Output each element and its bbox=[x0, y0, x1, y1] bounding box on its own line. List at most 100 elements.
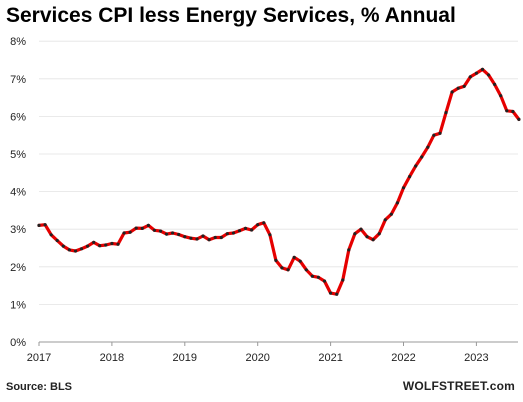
data-point bbox=[73, 249, 78, 253]
data-point bbox=[195, 237, 199, 241]
data-point bbox=[92, 240, 96, 244]
data-point bbox=[493, 82, 497, 86]
data-point bbox=[146, 223, 150, 227]
data-point bbox=[237, 229, 242, 233]
data-point bbox=[165, 232, 169, 236]
data-point bbox=[104, 243, 108, 247]
data-point bbox=[128, 230, 132, 234]
data-point bbox=[79, 247, 84, 251]
data-point bbox=[480, 67, 485, 71]
data-point bbox=[341, 278, 345, 282]
data-point bbox=[335, 292, 339, 296]
data-point bbox=[189, 236, 193, 240]
x-tick-label: 2022 bbox=[391, 352, 415, 364]
data-point bbox=[49, 233, 53, 237]
data-point bbox=[37, 223, 41, 227]
data-point bbox=[262, 221, 266, 225]
source-note: Source: BLS bbox=[6, 381, 73, 393]
x-tick-label: 2020 bbox=[245, 352, 269, 364]
data-point bbox=[414, 164, 418, 168]
x-tick-label: 2018 bbox=[100, 352, 124, 364]
y-tick-label: 7% bbox=[10, 74, 26, 86]
data-point bbox=[401, 186, 406, 190]
y-axis-ticks: 0% 1% 2% 3% 4% 5% 6% 7% 8% bbox=[10, 36, 26, 349]
data-point bbox=[225, 232, 229, 236]
data-point bbox=[183, 235, 187, 239]
x-tick-label: 2023 bbox=[464, 352, 488, 364]
data-point bbox=[171, 231, 175, 235]
data-point bbox=[347, 248, 351, 252]
data-points bbox=[37, 67, 521, 296]
data-point bbox=[377, 232, 381, 236]
data-point bbox=[420, 155, 424, 159]
x-tick-label: 2019 bbox=[173, 352, 197, 364]
gridlines bbox=[39, 40, 518, 343]
y-tick-label: 6% bbox=[10, 111, 26, 123]
data-point bbox=[134, 226, 138, 230]
data-point bbox=[395, 201, 399, 205]
data-point bbox=[268, 233, 272, 237]
data-point bbox=[280, 266, 284, 270]
data-point bbox=[389, 212, 393, 216]
data-point bbox=[432, 133, 436, 137]
data-point bbox=[152, 228, 156, 232]
data-point bbox=[67, 248, 71, 252]
data-point bbox=[505, 109, 509, 113]
y-tick-label: 3% bbox=[10, 224, 26, 236]
data-point bbox=[456, 86, 460, 90]
data-point bbox=[116, 242, 120, 246]
data-point bbox=[86, 244, 90, 248]
data-point bbox=[177, 232, 181, 237]
series-line bbox=[37, 67, 521, 296]
data-point bbox=[487, 73, 491, 77]
data-point bbox=[256, 223, 260, 227]
brand-label: WOLFSTREET.com bbox=[402, 379, 515, 393]
data-point bbox=[110, 241, 114, 246]
data-point bbox=[444, 111, 448, 115]
data-point bbox=[219, 235, 223, 240]
data-point bbox=[474, 71, 478, 75]
y-tick-label: 8% bbox=[10, 36, 26, 48]
data-point bbox=[365, 235, 369, 239]
data-point bbox=[231, 231, 235, 235]
data-point bbox=[98, 244, 102, 248]
x-tick-label: 2017 bbox=[27, 352, 51, 364]
data-point bbox=[292, 255, 296, 259]
data-point bbox=[158, 229, 163, 233]
data-point bbox=[122, 231, 126, 235]
data-point bbox=[274, 258, 278, 262]
data-point bbox=[371, 238, 375, 242]
data-point bbox=[450, 90, 454, 94]
data-point bbox=[310, 274, 314, 278]
data-point bbox=[304, 268, 308, 272]
data-point bbox=[499, 94, 503, 98]
data-point bbox=[43, 223, 47, 227]
data-point bbox=[298, 259, 302, 263]
data-point bbox=[408, 175, 412, 179]
data-point bbox=[286, 268, 290, 272]
data-point bbox=[383, 218, 387, 222]
data-point bbox=[511, 109, 515, 114]
data-point bbox=[316, 275, 320, 279]
data-point bbox=[517, 117, 521, 121]
y-tick-label: 4% bbox=[10, 187, 26, 199]
data-point bbox=[213, 235, 217, 240]
y-tick-label: 0% bbox=[10, 337, 26, 349]
x-axis-ticks: 2017 2018 2019 2020 2021 2022 2023 bbox=[27, 342, 489, 364]
y-tick-label: 1% bbox=[10, 299, 26, 311]
data-point bbox=[426, 145, 430, 149]
data-point bbox=[329, 291, 333, 295]
data-point bbox=[201, 234, 205, 238]
y-tick-label: 2% bbox=[10, 262, 26, 274]
data-point bbox=[55, 238, 59, 243]
data-point bbox=[353, 232, 357, 236]
data-point bbox=[207, 238, 211, 242]
data-point bbox=[468, 75, 472, 79]
data-point bbox=[359, 227, 363, 231]
data-point bbox=[462, 84, 466, 88]
chart-title: Services CPI less Energy Services, % Ann… bbox=[6, 4, 456, 27]
data-point bbox=[243, 226, 248, 230]
data-point bbox=[322, 279, 327, 283]
x-tick-label: 2021 bbox=[318, 352, 342, 364]
y-tick-label: 5% bbox=[10, 149, 26, 161]
